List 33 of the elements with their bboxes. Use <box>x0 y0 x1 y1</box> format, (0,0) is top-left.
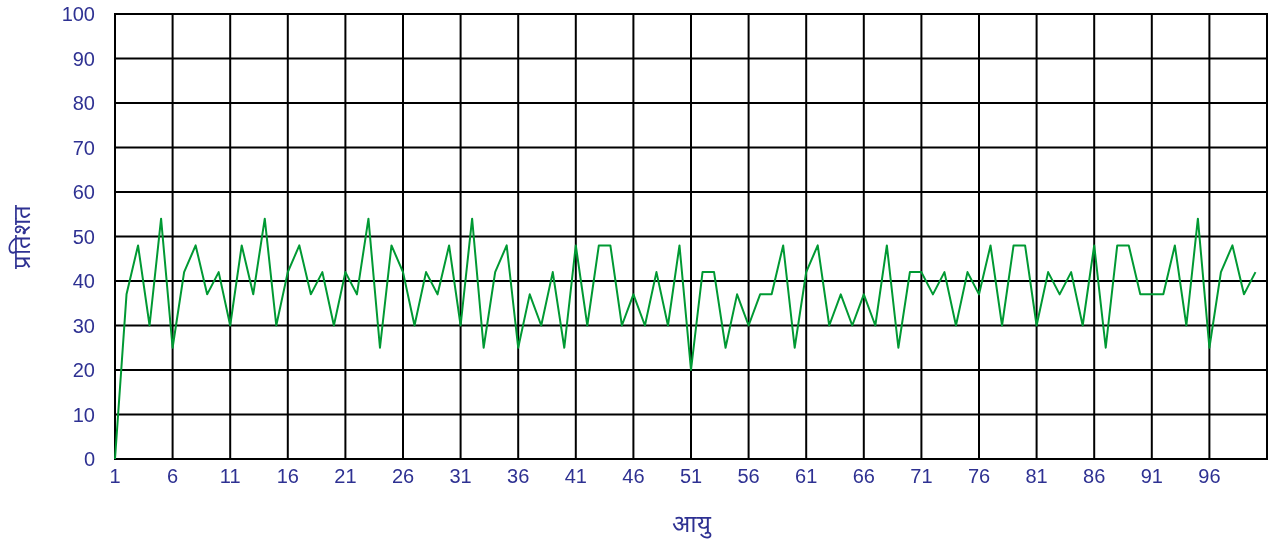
x-tick-label: 66 <box>852 465 875 487</box>
y-tick-label: 10 <box>72 403 95 426</box>
x-tick-label: 6 <box>167 465 179 487</box>
y-tick-label: 30 <box>72 314 95 337</box>
x-tick-label: 51 <box>679 465 703 487</box>
x-tick-label: 91 <box>1140 465 1163 487</box>
x-tick-label: 11 <box>219 465 241 487</box>
x-tick-label: 56 <box>737 465 760 487</box>
x-tick-label: 76 <box>967 465 991 487</box>
y-tick-label: 80 <box>72 92 95 114</box>
x-tick-label: 31 <box>449 465 472 487</box>
x-tick-label: 36 <box>507 465 530 487</box>
x-tick-label: 41 <box>564 465 587 487</box>
x-tick-label: 81 <box>1025 465 1048 487</box>
x-tick-label: 16 <box>276 465 299 487</box>
y-tick-label: 90 <box>72 47 95 70</box>
x-tick-label: 96 <box>1198 465 1221 487</box>
x-axis-title: आयु <box>671 510 712 539</box>
y-tick-label: 40 <box>72 270 95 292</box>
y-tick-label: 100 <box>61 3 95 25</box>
x-tick-label: 21 <box>334 465 357 487</box>
x-tick-label: 61 <box>795 465 818 487</box>
x-tick-label: 1 <box>109 465 121 487</box>
y-tick-label: 0 <box>83 448 95 470</box>
x-tick-label: 71 <box>910 465 933 487</box>
y-axis-title: प्रतिशत <box>8 203 35 269</box>
x-tick-label: 26 <box>391 465 415 487</box>
y-tick-label: 60 <box>72 181 95 203</box>
y-tick-label: 20 <box>72 359 95 381</box>
y-tick-label: 50 <box>72 225 95 248</box>
x-tick-label: 46 <box>622 465 645 487</box>
x-tick-label: 86 <box>1083 465 1106 487</box>
y-tick-label: 70 <box>72 136 95 159</box>
